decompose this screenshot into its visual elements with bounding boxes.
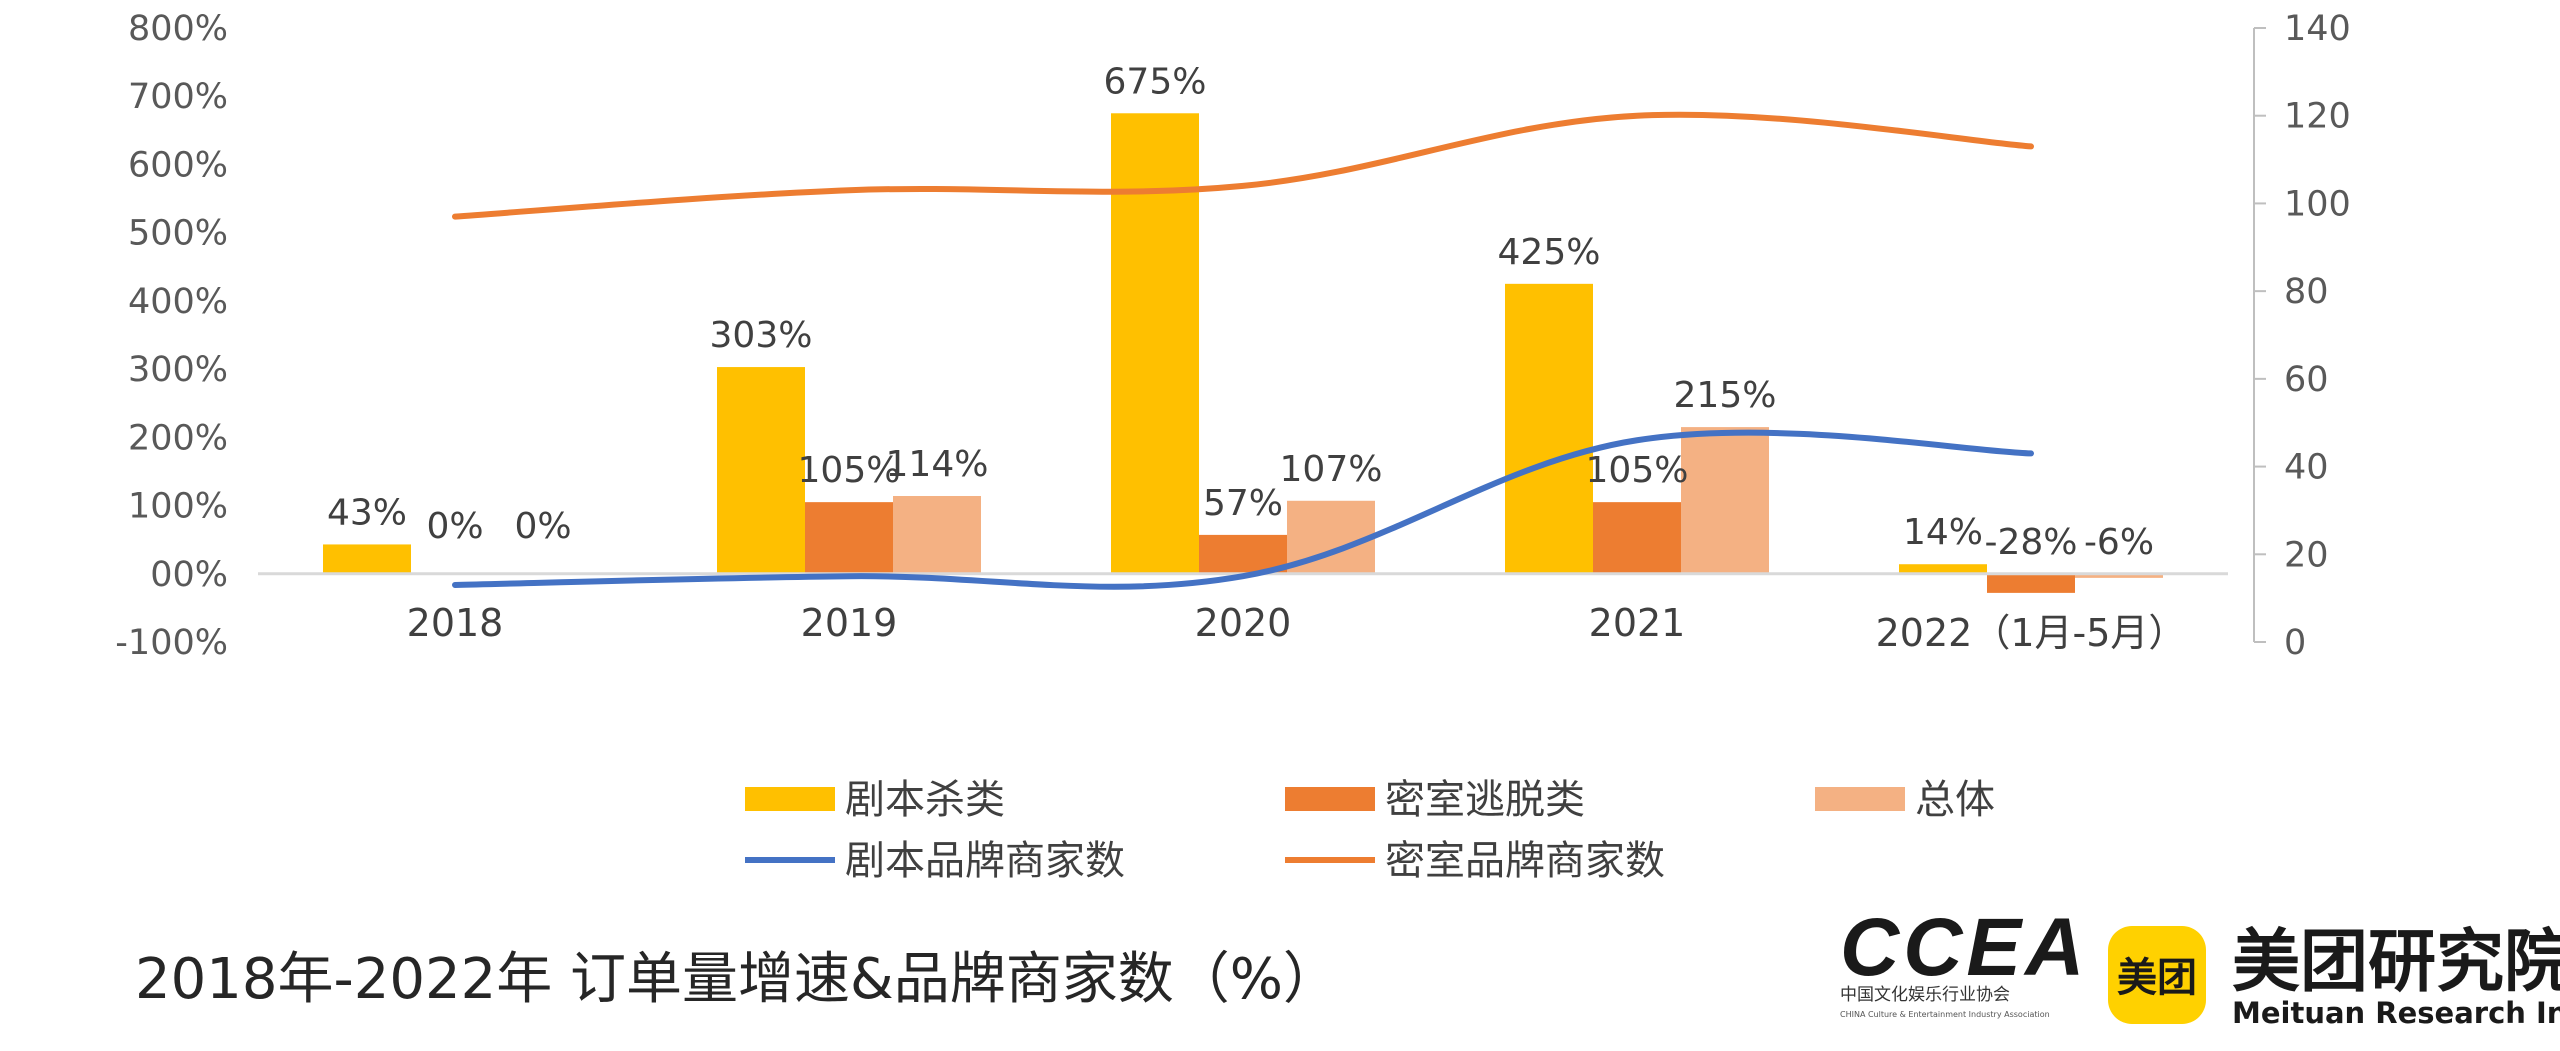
data-label: 215% (1674, 375, 1777, 416)
bar-2-4 (2075, 573, 2163, 578)
legend-swatch (1815, 787, 1905, 811)
data-label: 107% (1280, 449, 1383, 490)
right-tick-label: 20 (2284, 535, 2329, 575)
x-category-label: 2021 (1589, 601, 1686, 645)
x-category-label: 2019 (801, 601, 898, 645)
ccea-logo: CCEA 中国文化娱乐行业协会 CHINA Culture & Entertai… (1840, 902, 2088, 1019)
bar-1-3 (1593, 502, 1681, 574)
x-category-label: 2018 (407, 601, 504, 645)
left-tick-label: 800% (128, 9, 228, 49)
right-tick-label: 80 (2284, 272, 2329, 312)
right-tick-label: 40 (2284, 448, 2329, 488)
meituan-logo-cn: 美团研究院 (2232, 923, 2560, 1002)
bar-1-4 (1987, 573, 2075, 593)
data-labels: 43% 303% 675% 425% 14% 0% 105% 57% 105% -28% 0% 114… (327, 61, 2154, 563)
right-tick-label: 100 (2284, 184, 2351, 224)
bar-series (323, 113, 2163, 593)
right-y-axis: 0 20 40 60 80 100 120 140 (2253, 9, 2351, 663)
left-tick-label: 300% (128, 350, 228, 390)
right-tick-label: 140 (2284, 9, 2351, 49)
line-0 (452, 429, 2034, 590)
left-tick-label: -100% (115, 623, 228, 663)
x-category-label: 2020 (1195, 601, 1292, 645)
left-tick-label: 400% (128, 282, 228, 322)
data-label: 105% (798, 450, 901, 491)
data-label: -28% (1984, 522, 2077, 563)
left-tick-label: 100% (128, 487, 228, 527)
ccea-logo-mark: CCEA (1840, 902, 2088, 993)
data-label: 303% (710, 315, 813, 356)
legend-label: 总体 (1915, 777, 1995, 823)
legend-swatch (1285, 787, 1375, 811)
legend-label: 密室逃脱类 (1385, 777, 1585, 823)
data-label: 114% (886, 444, 989, 485)
meituan-logo-en: Meituan Research Institute (2232, 996, 2560, 1030)
x-axis-categories: 2018 2019 2020 2021 2022（1月-5月） (407, 601, 2187, 655)
left-tick-label: 600% (128, 145, 228, 185)
data-label: 43% (327, 492, 407, 533)
meituan-badge (2108, 926, 2206, 1024)
right-tick-label: 0 (2284, 623, 2306, 663)
left-tick-label: 500% (128, 214, 228, 254)
line-1 (452, 111, 2034, 220)
data-label: 425% (1498, 232, 1601, 273)
legend-label: 剧本杀类 (845, 777, 1005, 823)
left-tick-label: 200% (128, 418, 228, 458)
bar-0-1 (717, 367, 805, 574)
data-label: 0% (514, 506, 571, 547)
right-tick-label: 60 (2284, 360, 2329, 400)
right-tick-label: 120 (2284, 97, 2351, 137)
data-label: 675% (1104, 61, 1207, 102)
legend-label: 密室品牌商家数 (1385, 838, 1665, 884)
data-label: 0% (426, 506, 483, 547)
chart-title: 2018年-2022年 订单量增速&品牌商家数（%） (135, 947, 1339, 1012)
data-label: -6% (2084, 522, 2154, 563)
bar-1-1 (805, 502, 893, 574)
left-tick-label: 00% (150, 555, 228, 595)
bar-2-3 (1681, 427, 1769, 574)
meituan-badge-text: 美团 (2117, 955, 2197, 1001)
bar-0-3 (1505, 283, 1593, 574)
line-series (452, 111, 2034, 590)
data-label: 57% (1203, 483, 1283, 524)
meituan-logo: 美团 美团研究院 Meituan Research Institute (2108, 923, 2560, 1030)
ccea-logo-cn: 中国文化娱乐行业协会 (1840, 985, 2010, 1005)
data-label: 14% (1903, 512, 1983, 553)
left-tick-label: 700% (128, 77, 228, 117)
left-y-axis: -100% 00% 100% 200% 300% 400% 500% 600% 700% 800% (115, 9, 228, 663)
bar-0-2 (1111, 113, 1199, 574)
bar-2-1 (893, 496, 981, 574)
legend-label: 剧本品牌商家数 (845, 838, 1125, 884)
legend-swatch (745, 787, 835, 811)
bar-0-0 (323, 544, 411, 574)
x-category-label: 2022（1月-5月） (1876, 611, 2187, 655)
ccea-logo-en: CHINA Culture & Entertainment Industry A… (1840, 1010, 2050, 1019)
bar-0-4 (1899, 564, 1987, 574)
data-label: 105% (1586, 450, 1689, 491)
